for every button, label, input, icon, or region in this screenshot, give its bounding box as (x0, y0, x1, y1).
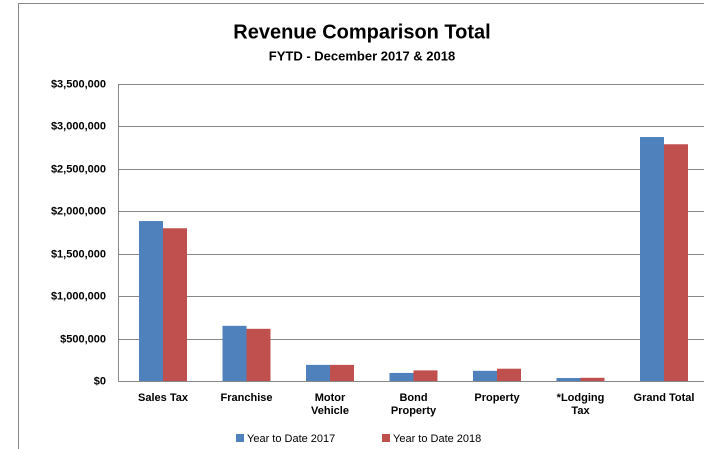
y-tick-label: $3,000,000 (51, 120, 106, 132)
x-tick-label: *Lodging Tax (557, 392, 605, 417)
bar (389, 372, 414, 381)
legend-label: Year to Date 2018 (393, 433, 481, 445)
y-tick-label: $2,500,000 (51, 163, 106, 175)
bar (664, 144, 688, 381)
bar (473, 370, 497, 381)
chart-title: Revenue Comparison Total (233, 21, 490, 43)
x-tick-label: Motor Vehicle (311, 392, 349, 417)
y-tick-label: $2,000,000 (51, 205, 106, 217)
legend-swatch (382, 434, 390, 442)
y-tick-label: $500,000 (60, 333, 106, 345)
y-tick-label: $1,500,000 (51, 248, 106, 260)
y-tick-label: $0 (94, 375, 106, 387)
bar (580, 377, 605, 381)
bar (139, 221, 163, 381)
chart-border (18, 3, 704, 449)
bar (246, 328, 271, 381)
x-tick-label: Sales Tax (138, 392, 189, 404)
y-tick-label: $3,500,000 (51, 78, 106, 90)
y-tick-label: $1,000,000 (51, 290, 106, 302)
x-tick-label: Bond Property (391, 392, 437, 417)
legend-label: Year to Date 2017 (247, 433, 335, 445)
bar (497, 368, 521, 381)
bar (640, 137, 664, 381)
bar (330, 364, 354, 381)
bar (556, 378, 581, 381)
x-tick-label: Franchise (221, 392, 273, 404)
legend-swatch (236, 434, 244, 442)
bar (163, 228, 187, 381)
bar (306, 364, 330, 381)
chart-subtitle: FYTD - December 2017 & 2018 (269, 48, 455, 63)
bar (222, 325, 247, 381)
x-tick-label: Grand Total (634, 392, 695, 404)
x-tick-label: Property (474, 392, 520, 404)
bar (413, 370, 438, 381)
